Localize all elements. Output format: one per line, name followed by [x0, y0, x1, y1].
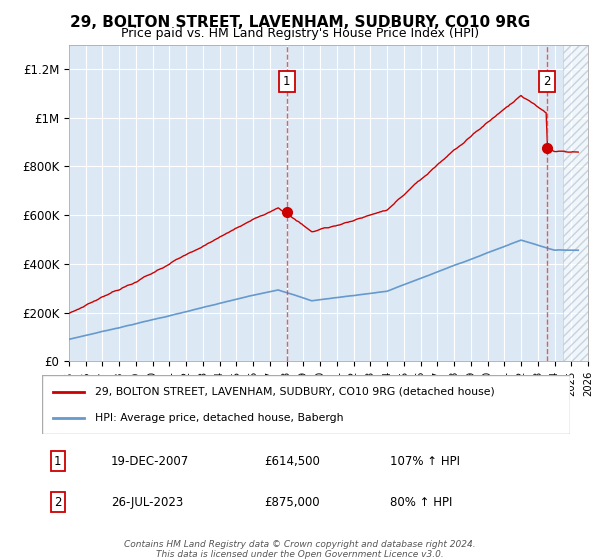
Text: Price paid vs. HM Land Registry's House Price Index (HPI): Price paid vs. HM Land Registry's House …	[121, 27, 479, 40]
Text: 2: 2	[54, 496, 62, 508]
Text: 19-DEC-2007: 19-DEC-2007	[110, 455, 189, 468]
Text: 29, BOLTON STREET, LAVENHAM, SUDBURY, CO10 9RG (detached house): 29, BOLTON STREET, LAVENHAM, SUDBURY, CO…	[95, 386, 494, 396]
Text: 2: 2	[544, 75, 551, 88]
Text: 1: 1	[283, 75, 290, 88]
Text: 26-JUL-2023: 26-JUL-2023	[110, 496, 183, 508]
FancyBboxPatch shape	[42, 375, 570, 434]
Text: £875,000: £875,000	[264, 496, 319, 508]
Text: This data is licensed under the Open Government Licence v3.0.: This data is licensed under the Open Gov…	[156, 550, 444, 559]
Text: 107% ↑ HPI: 107% ↑ HPI	[391, 455, 460, 468]
Text: 80% ↑ HPI: 80% ↑ HPI	[391, 496, 453, 508]
Text: Contains HM Land Registry data © Crown copyright and database right 2024.: Contains HM Land Registry data © Crown c…	[124, 540, 476, 549]
Text: HPI: Average price, detached house, Babergh: HPI: Average price, detached house, Babe…	[95, 413, 343, 423]
Text: £614,500: £614,500	[264, 455, 320, 468]
Text: 29, BOLTON STREET, LAVENHAM, SUDBURY, CO10 9RG: 29, BOLTON STREET, LAVENHAM, SUDBURY, CO…	[70, 15, 530, 30]
Bar	[563, 45, 588, 361]
Text: 1: 1	[54, 455, 62, 468]
